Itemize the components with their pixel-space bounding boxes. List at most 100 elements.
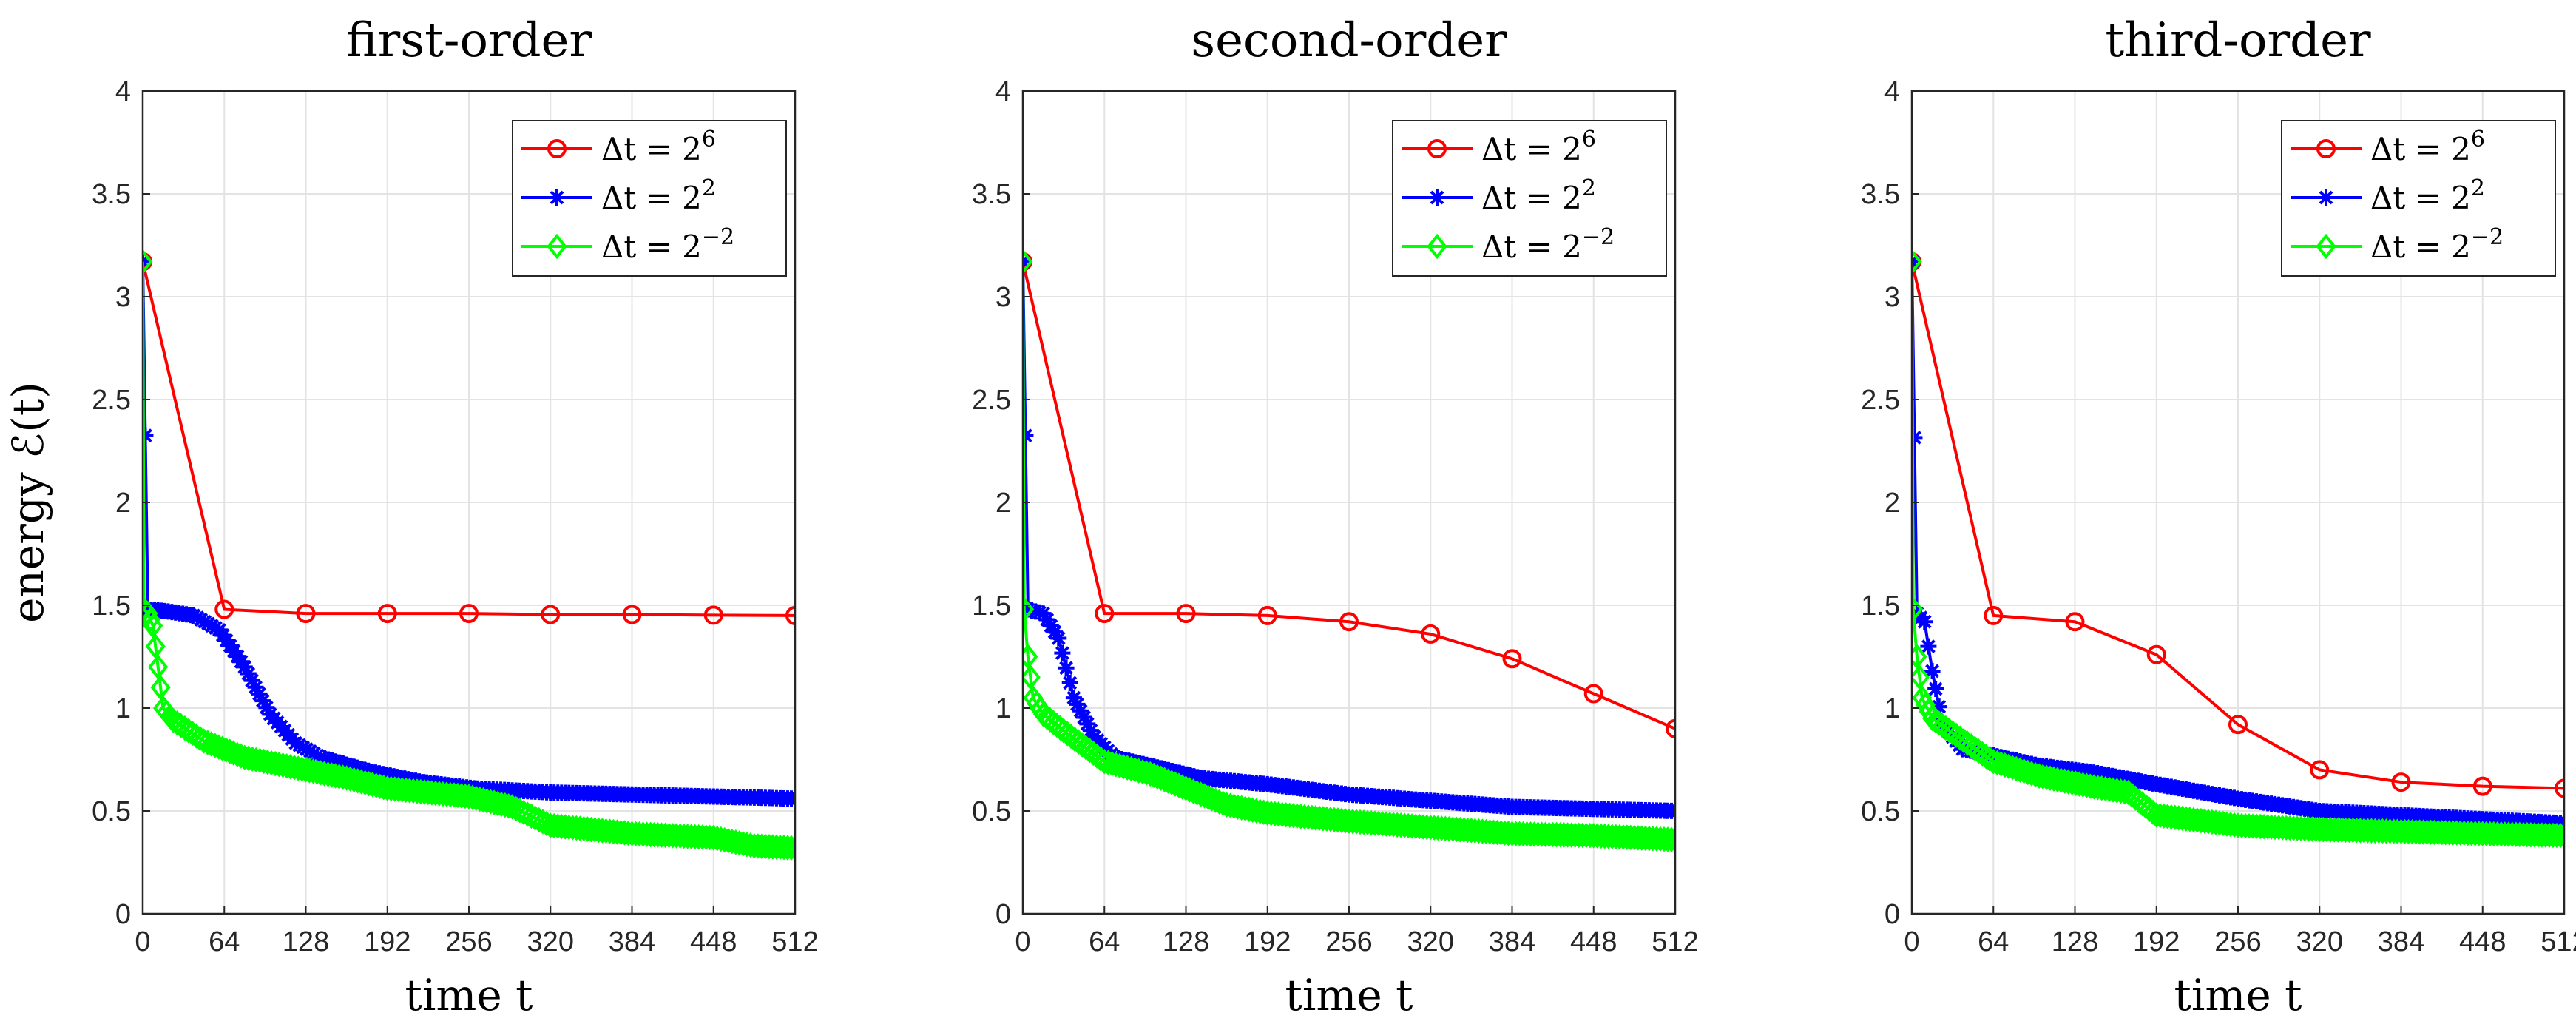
- x-tick-label: 128: [2052, 926, 2098, 957]
- data-point: [1665, 826, 1675, 853]
- y-tick-label: 2: [995, 488, 1011, 519]
- x-tick-label: 512: [1652, 926, 1698, 957]
- data-point: [258, 699, 275, 716]
- y-tick-label: 4: [1884, 76, 1900, 107]
- x-tick-label: 448: [1570, 926, 1617, 957]
- x-tick-label: 192: [2133, 926, 2180, 957]
- data-point: [314, 761, 335, 787]
- x-tick-label: 384: [609, 926, 655, 957]
- data-point: [1927, 681, 1944, 698]
- legend-swatch-marker: [1427, 139, 1447, 158]
- data-point: [291, 756, 312, 782]
- data-point: [377, 604, 397, 624]
- data-point: [2472, 776, 2492, 796]
- legend-swatch-marker: [549, 189, 565, 206]
- data-point: [476, 788, 497, 814]
- y-tick-label: 4: [115, 76, 131, 107]
- data-point: [322, 762, 342, 788]
- chart-title: third-order: [2105, 13, 2371, 68]
- data-point: [254, 748, 274, 775]
- x-tick-label: 128: [283, 926, 329, 957]
- data-point: [703, 824, 724, 851]
- data-point: [733, 830, 754, 857]
- data-point: [251, 685, 268, 702]
- data-point: [2546, 822, 2564, 849]
- y-tick-label: 0: [1884, 899, 1900, 930]
- data-point: [459, 784, 479, 809]
- data-point: [2103, 777, 2123, 803]
- y-axis-label: energy ℰ(t): [3, 382, 53, 623]
- legend-label: Δt = 2−2: [2370, 224, 2504, 265]
- data-point: [711, 826, 731, 852]
- data-point: [466, 785, 487, 812]
- legend-swatch-marker: [2316, 233, 2336, 260]
- x-tick-label: 384: [2378, 926, 2424, 957]
- series-3: [143, 249, 795, 861]
- data-point: [1082, 722, 1099, 739]
- data-point: [348, 768, 368, 794]
- y-tick-label: 1: [1884, 693, 1900, 724]
- data-point: [344, 767, 365, 793]
- data-point: [1023, 644, 1038, 670]
- x-tick-label: 64: [209, 926, 240, 957]
- data-point: [1061, 674, 1078, 691]
- data-point: [480, 789, 501, 815]
- data-point: [236, 659, 253, 676]
- data-point: [238, 745, 259, 771]
- data-point: [2095, 775, 2116, 802]
- y-tick-label: 0.5: [1861, 796, 1900, 827]
- legend-label: Δt = 2−2: [601, 224, 734, 265]
- data-point: [2083, 774, 2104, 800]
- data-point: [359, 770, 379, 797]
- data-point: [1079, 715, 1096, 733]
- legend-label: Δt = 26: [2370, 127, 2485, 167]
- data-point: [487, 790, 508, 817]
- data-point: [325, 763, 346, 789]
- legend-swatch-marker: [2318, 189, 2334, 206]
- x-tick-label: 512: [2540, 926, 2576, 957]
- data-point: [246, 747, 266, 773]
- y-tick-label: 3.5: [1861, 179, 1900, 210]
- data-point: [299, 758, 320, 784]
- x-tick-label: 256: [1325, 926, 1372, 957]
- y-tick-label: 2: [1884, 488, 1900, 519]
- data-point: [254, 693, 271, 710]
- legend-swatch-marker: [547, 139, 567, 158]
- data-point: [1035, 605, 1052, 622]
- x-axis-label: time t: [405, 970, 533, 1020]
- data-point: [1072, 702, 1089, 719]
- y-tick-label: 0.5: [972, 796, 1011, 827]
- data-point: [268, 751, 289, 778]
- y-tick-label: 0.5: [92, 796, 131, 827]
- x-tick-label: 448: [690, 926, 737, 957]
- data-point: [1912, 249, 1922, 275]
- data-point: [318, 761, 339, 787]
- data-point: [261, 750, 282, 776]
- data-point: [781, 835, 795, 861]
- data-point: [2087, 775, 2109, 801]
- data-point: [1421, 624, 1441, 644]
- data-point: [366, 772, 387, 798]
- data-point: [143, 613, 163, 639]
- y-tick-label: 1.5: [1861, 590, 1900, 622]
- data-point: [1054, 644, 1071, 661]
- data-point: [1069, 696, 1086, 713]
- y-tick-label: 3.5: [972, 179, 1011, 210]
- data-point: [541, 605, 561, 624]
- data-point: [1176, 604, 1196, 624]
- legend-label: Δt = 26: [601, 127, 716, 167]
- data-point: [1235, 795, 1256, 821]
- legend: Δt = 26 Δt = 22 Δt = 2−2: [512, 120, 787, 277]
- data-point: [2554, 823, 2564, 849]
- x-tick-label: 0: [1015, 926, 1030, 957]
- data-point: [265, 750, 285, 777]
- series-line: [1023, 261, 1675, 730]
- data-point: [2072, 772, 2093, 798]
- y-tick-label: 2.5: [972, 385, 1011, 416]
- y-tick-label: 3: [995, 282, 1011, 313]
- series-3: [1912, 249, 2564, 849]
- data-point: [1912, 429, 1923, 446]
- x-tick-label: 320: [1407, 926, 1454, 957]
- data-point: [1042, 617, 1059, 634]
- y-tick-label: 1: [995, 693, 1011, 724]
